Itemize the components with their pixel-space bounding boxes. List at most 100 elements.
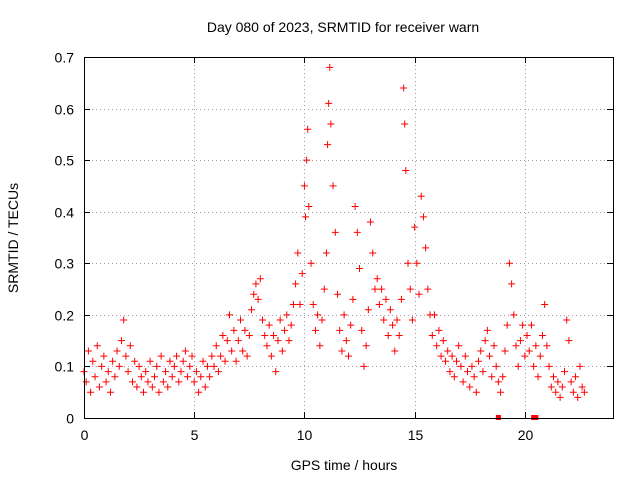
data-point — [580, 388, 588, 396]
data-point — [516, 337, 524, 345]
data-point — [497, 388, 505, 396]
data-point — [285, 337, 293, 345]
y-tick-label: 0.5 — [55, 153, 75, 169]
data-point — [157, 352, 165, 360]
data-point — [556, 393, 564, 401]
data-point — [401, 120, 409, 128]
data-point — [263, 342, 271, 350]
data-point — [386, 306, 394, 314]
data-point — [239, 347, 247, 355]
data-point — [534, 373, 542, 381]
data-point — [545, 362, 553, 370]
data-point — [481, 337, 489, 345]
data-point — [109, 357, 117, 365]
data-point — [248, 306, 256, 314]
data-point — [541, 301, 549, 309]
data-point — [450, 373, 458, 381]
data-point — [441, 357, 449, 365]
data-point — [203, 362, 211, 370]
data-point — [490, 342, 498, 350]
x-tick-label: 0 — [81, 427, 89, 443]
data-point — [446, 368, 454, 376]
data-point — [250, 290, 258, 298]
data-point — [536, 352, 544, 360]
data-point — [254, 295, 262, 303]
data-point — [87, 388, 95, 396]
data-point — [164, 383, 172, 391]
data-point — [234, 337, 242, 345]
data-point — [281, 326, 289, 334]
ticks: 0 0.1 0.2 0.3 0.4 0.5 0.6 0.7 0 5 10 15 20 — [55, 50, 613, 443]
data-point — [270, 331, 278, 339]
data-point — [155, 388, 163, 396]
data-point — [278, 347, 286, 355]
data-point — [349, 295, 357, 303]
y-tick-label: 0.4 — [55, 205, 75, 221]
data-point — [84, 347, 92, 355]
data-point — [444, 347, 452, 355]
data-point — [199, 357, 207, 365]
data-point — [228, 347, 236, 355]
data-point — [318, 316, 326, 324]
data-point — [532, 342, 540, 350]
y-tick-label: 0.7 — [55, 50, 75, 66]
data-point — [177, 368, 185, 376]
data-point — [294, 249, 302, 257]
zero-data-point — [533, 415, 539, 420]
data-point — [457, 362, 465, 370]
data-point — [395, 331, 403, 339]
data-point — [576, 362, 584, 370]
chart-title: Day 080 of 2023, SRMTID for receiver war… — [207, 19, 479, 35]
data-point — [304, 125, 312, 133]
data-point — [547, 383, 555, 391]
data-point — [135, 362, 143, 370]
data-point — [232, 357, 240, 365]
data-point — [283, 311, 291, 319]
data-point — [208, 352, 216, 360]
data-point — [408, 316, 416, 324]
data-point — [523, 331, 531, 339]
data-point — [351, 203, 359, 211]
data-point — [519, 321, 527, 329]
data-point — [316, 342, 324, 350]
data-point — [140, 388, 148, 396]
y-tick-label: 0.2 — [55, 308, 75, 324]
data-point — [364, 306, 372, 314]
data-point — [393, 316, 401, 324]
data-point — [488, 373, 496, 381]
data-point — [549, 373, 557, 381]
data-point — [525, 347, 533, 355]
data-point — [333, 290, 341, 298]
data-point — [95, 383, 103, 391]
y-tick-label: 0 — [66, 411, 74, 427]
data-point — [124, 368, 132, 376]
data-point — [322, 249, 330, 257]
y-axis-label: SRMTID / TECUs — [5, 183, 21, 293]
data-point — [137, 373, 145, 381]
data-point — [514, 362, 522, 370]
data-point — [274, 337, 282, 345]
data-point — [309, 301, 317, 309]
data-point — [367, 218, 375, 226]
data-point — [340, 311, 348, 319]
data-point — [117, 337, 125, 345]
data-point — [543, 342, 551, 350]
data-point — [102, 378, 110, 386]
data-point — [464, 368, 472, 376]
y-tick-label: 0.6 — [55, 102, 75, 118]
data-point — [360, 362, 368, 370]
data-point — [314, 311, 322, 319]
data-point — [561, 368, 569, 376]
data-point — [307, 259, 315, 267]
data-point — [225, 311, 233, 319]
data-point — [128, 378, 136, 386]
data-point — [510, 311, 518, 319]
data-point — [565, 337, 573, 345]
data-point — [397, 295, 405, 303]
data-point — [166, 357, 174, 365]
data-point — [435, 326, 443, 334]
data-point — [521, 352, 529, 360]
data-point — [503, 321, 511, 329]
data-point — [289, 301, 297, 309]
